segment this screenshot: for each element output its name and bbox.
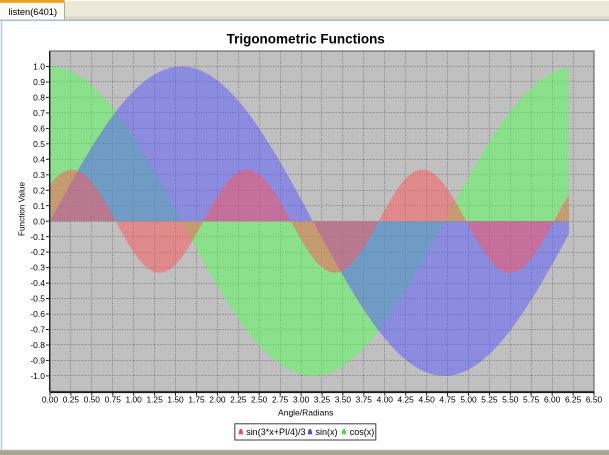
svg-text:3.00: 3.00: [293, 394, 310, 404]
svg-text:3.50: 3.50: [335, 394, 352, 404]
svg-text:5.25: 5.25: [481, 394, 498, 404]
svg-text:6.25: 6.25: [565, 394, 582, 404]
svg-text:0.5: 0.5: [33, 139, 45, 149]
svg-text:2.50: 2.50: [251, 394, 268, 404]
svg-text:2.00: 2.00: [209, 394, 226, 404]
svg-text:1.50: 1.50: [167, 394, 184, 404]
svg-text:5.50: 5.50: [502, 394, 519, 404]
svg-text:Function Value: Function Value: [18, 182, 27, 236]
svg-text:-1.0: -1.0: [30, 371, 45, 381]
svg-text:5.00: 5.00: [460, 394, 477, 404]
svg-text:2.75: 2.75: [272, 394, 289, 404]
svg-text:0.6: 0.6: [33, 124, 45, 134]
svg-text:sin(3*x+PI/4)/3: sin(3*x+PI/4)/3: [246, 427, 305, 437]
svg-text:5.75: 5.75: [523, 394, 540, 404]
svg-text:listen(6401): listen(6401): [9, 7, 58, 17]
svg-text:Trigonometric Functions: Trigonometric Functions: [227, 32, 385, 47]
svg-text:0.2: 0.2: [33, 185, 45, 195]
svg-text:6.00: 6.00: [544, 394, 561, 404]
svg-text:-0.9: -0.9: [30, 356, 45, 366]
svg-text:3.25: 3.25: [314, 394, 331, 404]
svg-text:0.50: 0.50: [84, 394, 101, 404]
svg-text:0.3: 0.3: [33, 170, 45, 180]
svg-text:-0.3: -0.3: [30, 263, 45, 273]
svg-text:0.1: 0.1: [33, 201, 45, 211]
svg-text:1.75: 1.75: [188, 394, 205, 404]
svg-text:0.8: 0.8: [33, 93, 45, 103]
svg-text:sin(x): sin(x): [316, 427, 338, 437]
svg-text:0.25: 0.25: [63, 394, 80, 404]
svg-text:0.75: 0.75: [105, 394, 122, 404]
svg-text:4.00: 4.00: [377, 394, 394, 404]
svg-text:-0.8: -0.8: [30, 340, 45, 350]
svg-text:-0.2: -0.2: [30, 247, 45, 257]
svg-text:1.25: 1.25: [146, 394, 163, 404]
svg-text:4.25: 4.25: [398, 394, 415, 404]
svg-text:-0.6: -0.6: [30, 309, 45, 319]
svg-text:4.75: 4.75: [439, 394, 456, 404]
svg-text:-0.4: -0.4: [30, 278, 45, 288]
svg-text:1.00: 1.00: [126, 394, 143, 404]
svg-text:4.50: 4.50: [418, 394, 435, 404]
svg-text:0.9: 0.9: [33, 77, 45, 87]
svg-text:6.50: 6.50: [586, 394, 603, 404]
svg-text:-0.7: -0.7: [30, 325, 45, 335]
svg-text:Angle/Radians: Angle/Radians: [278, 407, 333, 417]
svg-text:-0.5: -0.5: [30, 294, 45, 304]
svg-text:2.25: 2.25: [230, 394, 247, 404]
svg-text:3.75: 3.75: [356, 394, 373, 404]
svg-text:cos(x): cos(x): [350, 427, 375, 437]
svg-text:-0.1: -0.1: [30, 232, 45, 242]
svg-text:0.4: 0.4: [33, 154, 45, 164]
svg-text:0.0: 0.0: [33, 216, 45, 226]
svg-text:0.00: 0.00: [42, 394, 59, 404]
svg-text:0.7: 0.7: [33, 108, 45, 118]
svg-text:1.0: 1.0: [33, 62, 45, 72]
